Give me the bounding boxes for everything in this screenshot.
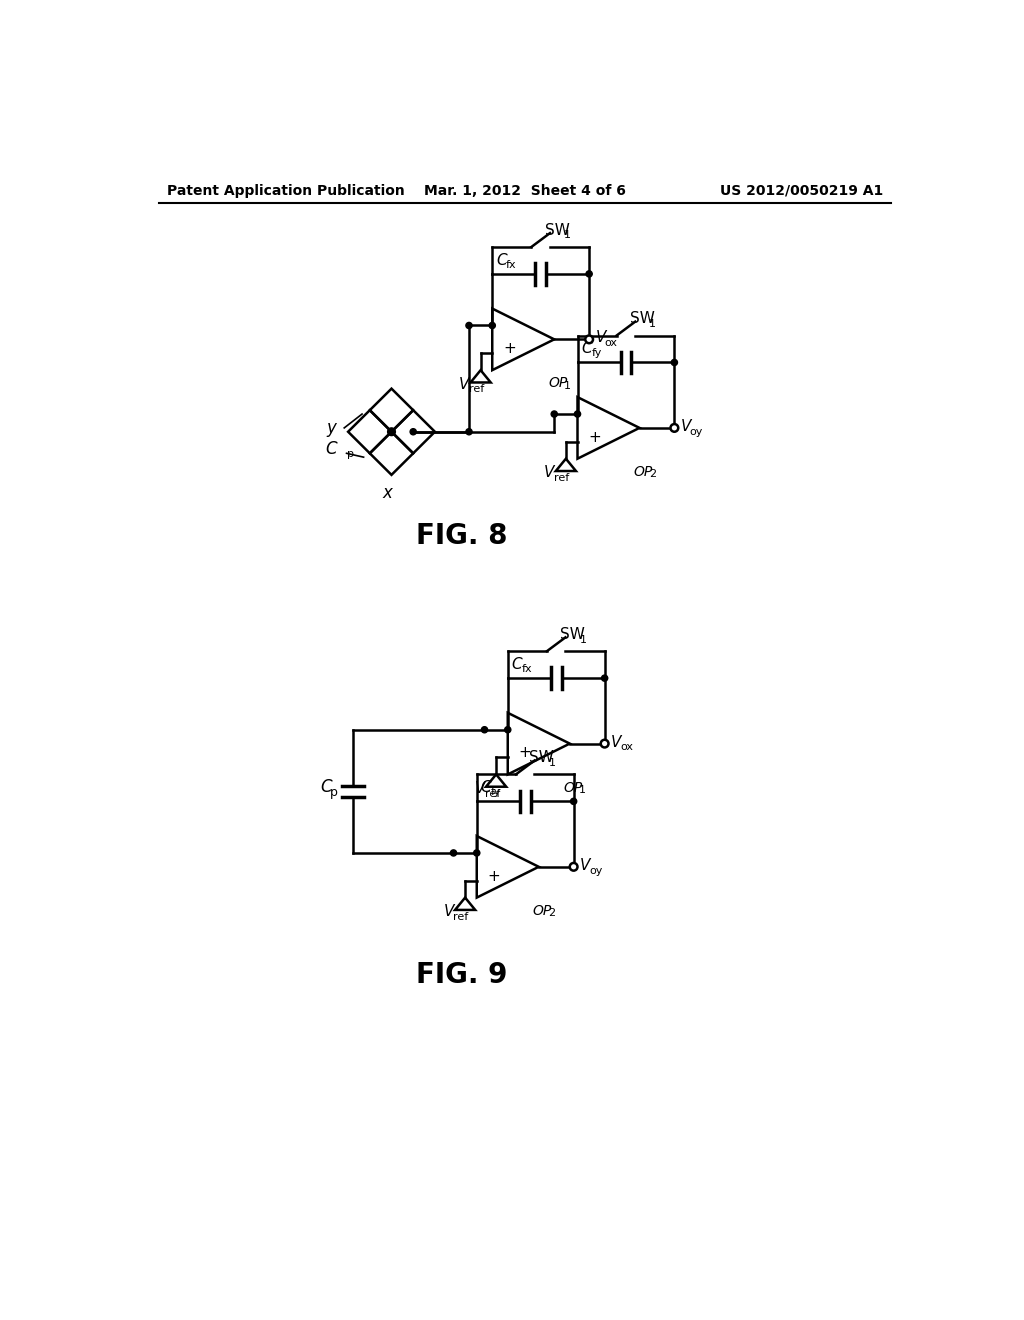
Text: ox: ox xyxy=(621,742,633,752)
Text: SW: SW xyxy=(560,627,585,642)
Circle shape xyxy=(569,863,578,871)
Text: FIG. 8: FIG. 8 xyxy=(416,521,507,549)
Text: V: V xyxy=(544,465,555,480)
Text: ref: ref xyxy=(454,912,469,921)
Text: +: + xyxy=(588,429,601,445)
Circle shape xyxy=(672,359,678,366)
Text: oy: oy xyxy=(690,426,703,437)
Text: V: V xyxy=(459,376,469,392)
Text: SW: SW xyxy=(529,750,554,766)
Circle shape xyxy=(474,850,480,857)
Text: C: C xyxy=(480,780,492,795)
Text: C: C xyxy=(321,779,332,796)
Text: p: p xyxy=(346,449,353,459)
Circle shape xyxy=(551,411,557,417)
Text: V: V xyxy=(443,904,454,919)
Text: x: x xyxy=(383,484,392,502)
Text: C: C xyxy=(325,441,337,458)
Text: oy: oy xyxy=(589,866,602,875)
Text: OP: OP xyxy=(563,780,583,795)
Text: fx: fx xyxy=(506,260,517,269)
Circle shape xyxy=(451,850,457,857)
Text: +: + xyxy=(503,341,516,356)
Text: 1: 1 xyxy=(649,319,656,329)
Circle shape xyxy=(601,675,607,681)
Text: 1: 1 xyxy=(549,758,555,768)
Circle shape xyxy=(489,322,496,329)
Text: V: V xyxy=(474,780,484,796)
Circle shape xyxy=(574,411,581,417)
Text: y: y xyxy=(327,418,337,437)
Text: OP: OP xyxy=(633,465,652,479)
Text: +: + xyxy=(518,746,531,760)
Circle shape xyxy=(505,726,511,733)
Text: SW: SW xyxy=(545,223,569,238)
Text: ref: ref xyxy=(554,473,569,483)
Text: fy: fy xyxy=(592,348,602,358)
Text: SW: SW xyxy=(630,312,654,326)
Text: 2: 2 xyxy=(548,908,555,919)
Text: OP: OP xyxy=(532,904,552,917)
Text: C: C xyxy=(512,657,522,672)
Text: fx: fx xyxy=(521,664,532,675)
Circle shape xyxy=(388,428,395,436)
Circle shape xyxy=(586,271,592,277)
Text: US 2012/0050219 A1: US 2012/0050219 A1 xyxy=(720,183,884,198)
Text: FIG. 9: FIG. 9 xyxy=(416,961,507,989)
Text: C: C xyxy=(496,252,507,268)
Text: ox: ox xyxy=(604,338,617,348)
Text: p: p xyxy=(331,787,338,800)
Circle shape xyxy=(481,726,487,733)
Text: V: V xyxy=(681,418,691,434)
Text: C: C xyxy=(582,341,592,356)
Text: OP: OP xyxy=(548,376,567,391)
Circle shape xyxy=(671,424,678,432)
Text: ref: ref xyxy=(484,788,500,799)
Circle shape xyxy=(601,739,608,747)
Text: 1: 1 xyxy=(564,231,571,240)
Text: 1: 1 xyxy=(563,381,570,391)
Text: Mar. 1, 2012  Sheet 4 of 6: Mar. 1, 2012 Sheet 4 of 6 xyxy=(424,183,626,198)
Text: V: V xyxy=(580,858,590,873)
Circle shape xyxy=(586,335,593,343)
Text: fy: fy xyxy=(490,787,501,797)
Text: 1: 1 xyxy=(579,785,586,795)
Circle shape xyxy=(466,322,472,329)
Circle shape xyxy=(410,429,417,434)
Circle shape xyxy=(570,799,577,804)
Text: 1: 1 xyxy=(580,635,587,644)
Text: ref: ref xyxy=(469,384,484,395)
Circle shape xyxy=(466,429,472,434)
Text: Patent Application Publication: Patent Application Publication xyxy=(167,183,404,198)
Text: V: V xyxy=(595,330,606,346)
Text: 2: 2 xyxy=(649,470,656,479)
Text: +: + xyxy=(487,869,500,883)
Text: V: V xyxy=(611,734,622,750)
